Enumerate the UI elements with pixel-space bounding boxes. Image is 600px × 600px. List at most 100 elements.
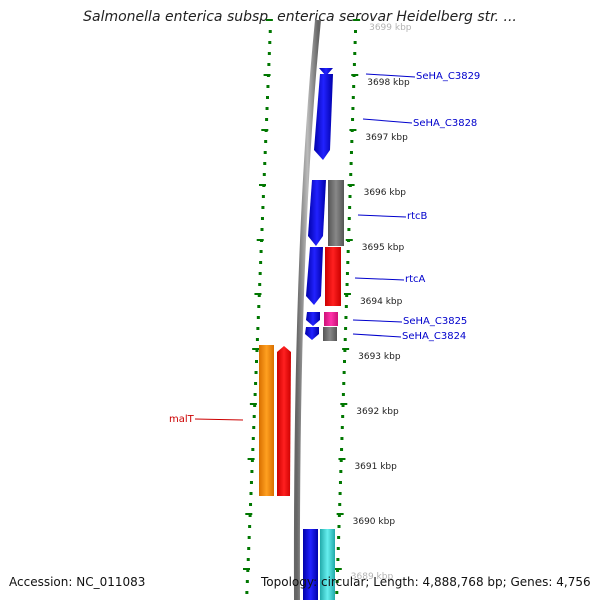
ring-dot: [259, 250, 263, 253]
ring-dot: [249, 492, 253, 495]
ring-dot: [350, 140, 354, 143]
feature-cyan-bottom[interactable]: [320, 529, 335, 600]
scale-label: 3698 kbp: [367, 78, 410, 88]
ring-dot: [263, 151, 267, 154]
ring-dot: [255, 338, 259, 341]
ring-dot: [335, 591, 339, 594]
feature-gray-2[interactable]: [323, 327, 337, 341]
ring-dot: [353, 52, 357, 55]
feature-SeHA_C3828[interactable]: [314, 74, 333, 160]
ring-dot: [347, 217, 351, 220]
ring-dot: [353, 41, 357, 44]
ring-dot: [255, 360, 258, 363]
ring-dot: [246, 569, 250, 572]
ring-dot: [344, 305, 348, 308]
ring-dot: [256, 316, 260, 319]
ring-dot: [349, 162, 353, 165]
ring-dot: [260, 228, 264, 231]
gene-label-SeHA_C3828[interactable]: SeHA_C3828: [413, 118, 477, 129]
ring-dot: [336, 558, 340, 561]
major-tick: [334, 568, 342, 570]
ring-dot: [265, 118, 269, 121]
ring-dot: [346, 250, 350, 253]
ring-dot: [336, 547, 340, 550]
ring-dot: [345, 294, 349, 297]
ring-dot: [247, 536, 251, 539]
ring-dot: [252, 426, 256, 429]
scale-label: 3689 kbp: [351, 572, 394, 582]
major-tick: [256, 239, 264, 241]
major-tick: [351, 74, 359, 76]
gene-label-malT[interactable]: malT: [169, 414, 195, 425]
major-tick: [353, 19, 361, 21]
scale-labels: 3699 kbp 3698 kbp 3697 kbp 3696 kbp 3695 kbp…: [351, 23, 412, 582]
feature-rtcB[interactable]: [308, 180, 326, 246]
major-tick: [349, 129, 357, 131]
feature-blue-bottom[interactable]: [303, 529, 318, 600]
feature-gray-1[interactable]: [328, 180, 344, 246]
ring-dot: [254, 382, 258, 385]
feature-red-1[interactable]: [325, 247, 341, 306]
ring-dot: [248, 514, 252, 517]
major-tick: [247, 458, 255, 460]
ring-dot: [345, 272, 349, 275]
gene-label-rtcA[interactable]: rtcA: [405, 274, 426, 285]
ring-dot: [248, 525, 252, 528]
major-tick: [340, 403, 348, 405]
ring-dot: [263, 162, 267, 165]
scale-label: 3694 kbp: [360, 297, 403, 307]
scale-label: 3697 kbp: [365, 133, 408, 143]
ring-dot: [341, 404, 345, 407]
ring-dot: [337, 514, 341, 517]
ring-dot: [352, 63, 356, 66]
feature-malT[interactable]: [277, 346, 291, 496]
gene-label-SeHA_C3829[interactable]: SeHA_C3829: [416, 71, 480, 82]
major-tick: [252, 348, 260, 350]
ring-dot: [352, 85, 356, 88]
ring-dot: [336, 569, 340, 572]
ring-dot: [268, 30, 272, 33]
ring-dot: [342, 371, 346, 374]
ring-dot: [250, 459, 254, 462]
gene-labels: SeHA_C3829 SeHA_C3828 rtcB rtcA SeHA_C3825 Se…: [169, 71, 480, 425]
ring-dot: [247, 547, 251, 550]
ring-dot: [250, 470, 254, 473]
features: [259, 68, 344, 600]
ring-dot: [253, 404, 257, 407]
ring-dot: [343, 360, 346, 363]
ring-dot: [349, 151, 353, 154]
ring-dot: [335, 580, 339, 583]
feature-SeHA_C3825[interactable]: [306, 312, 320, 326]
ring-dot: [340, 437, 344, 440]
scale-label: 3690 kbp: [353, 517, 396, 527]
ring-dot: [267, 63, 271, 66]
ring-dot: [345, 283, 349, 286]
ring-dot: [344, 327, 348, 330]
ring-dot: [249, 503, 253, 506]
feature-rtcA[interactable]: [306, 247, 323, 305]
ring-dot: [343, 349, 347, 352]
scale-label: 3691 kbp: [354, 462, 397, 472]
feature-SeHA_C3829[interactable]: [319, 68, 333, 76]
ring-dot: [249, 481, 253, 484]
feature-magenta[interactable]: [324, 312, 338, 326]
leader-line: [357, 214, 407, 218]
ring-dot: [342, 382, 346, 385]
feature-orange[interactable]: [259, 345, 274, 496]
ring-dot: [259, 261, 263, 264]
ring-dot: [349, 173, 353, 176]
gene-label-SeHA_C3825[interactable]: SeHA_C3825: [403, 316, 467, 327]
major-tick: [336, 513, 344, 515]
leader-line: [352, 319, 403, 323]
ring-dot: [339, 459, 343, 462]
feature-SeHA_C3824[interactable]: [305, 327, 319, 340]
ring-dot: [245, 591, 249, 594]
ring-dot: [338, 503, 342, 506]
ring-dot: [351, 118, 355, 121]
leader-line: [352, 333, 402, 338]
gene-label-rtcB[interactable]: rtcB: [407, 211, 428, 222]
ring-dot: [341, 415, 345, 418]
ring-dot: [251, 437, 255, 440]
ring-dot: [338, 492, 342, 495]
gene-label-SeHA_C3824[interactable]: SeHA_C3824: [402, 331, 466, 342]
